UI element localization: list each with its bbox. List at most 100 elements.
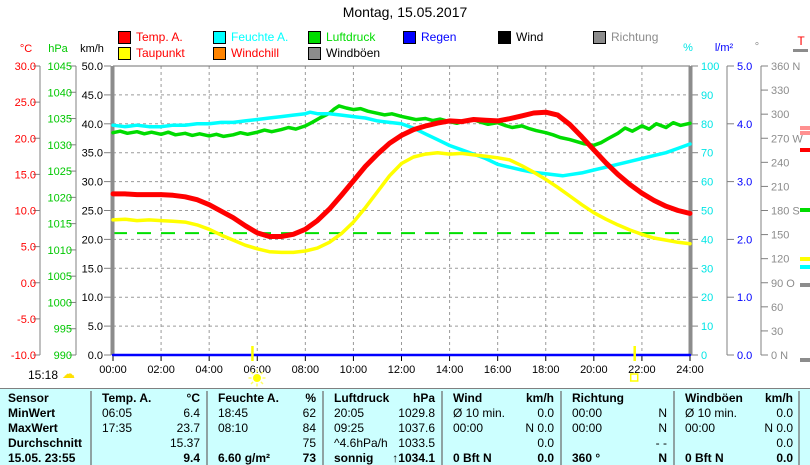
series-temp-a- bbox=[110, 109, 693, 239]
table-column-separator bbox=[322, 391, 324, 465]
axis-tick-label: 1005 bbox=[48, 271, 72, 283]
current-column-label: T bbox=[797, 34, 805, 48]
plot-left-border bbox=[110, 66, 115, 355]
table-cell-value: 62 bbox=[302, 406, 316, 420]
x-tick-label: 04:00 bbox=[195, 364, 223, 376]
axis-tick-label: 1.0 bbox=[737, 292, 752, 304]
axis-tick-label: 10.0 bbox=[15, 206, 36, 218]
sun-markers bbox=[248, 346, 639, 387]
legend-item-regen: Regen bbox=[403, 30, 498, 44]
axis-tick-label: 70 bbox=[701, 148, 713, 160]
x-axis: 00:0002:0004:0006:0008:0010:0012:0014:00… bbox=[99, 355, 704, 376]
table-column-separator bbox=[90, 391, 92, 465]
table-row-label: MaxWert bbox=[8, 421, 58, 435]
axis-tick-label: 0 bbox=[701, 350, 707, 362]
legend-label: Windchill bbox=[231, 46, 280, 60]
legend-item-temp-a-: Temp. A. bbox=[118, 30, 213, 44]
table-cell-value: 0.0 bbox=[537, 436, 554, 450]
table-cell-time: 06:05 bbox=[102, 406, 133, 420]
axis-tick-label: 30 bbox=[771, 326, 783, 338]
axis-tick-label: 180 S bbox=[771, 206, 800, 218]
legend-swatch bbox=[593, 30, 606, 44]
table-cell-value: 6.4 bbox=[183, 406, 200, 420]
axis-tick-label: 10 bbox=[701, 321, 713, 333]
axis-tick-label: 3.0 bbox=[737, 177, 752, 189]
axis-lm: 5.0 4.0 3.0 2.0 1.0 0.0 l/m² bbox=[715, 42, 752, 362]
legend-swatch bbox=[213, 46, 226, 60]
legend-swatch bbox=[403, 30, 416, 44]
table-cell-time: 08:10 bbox=[218, 421, 249, 435]
axis-hPa: 1045 1040 1035 1030 1025 1020 1015 1010 1005 1000… bbox=[48, 43, 77, 362]
sunrise-sun-icon bbox=[248, 369, 266, 387]
legend-item-feuchte-a-: Feuchte A. bbox=[213, 30, 308, 44]
axis-tick-label: 10.0 bbox=[82, 292, 103, 304]
legend-item-taupunkt: Taupunkt bbox=[118, 46, 213, 60]
table-cell-value: - - bbox=[655, 436, 667, 450]
axis-tick-label: 30.0 bbox=[15, 61, 36, 73]
table-header-name: Richtung bbox=[572, 391, 624, 405]
axis-tick-label: 360 N bbox=[771, 61, 800, 73]
axis-tick-label: 4.0 bbox=[737, 119, 752, 131]
legend-label: Regen bbox=[421, 30, 457, 44]
table-cell-time: ^4.6hPa/h bbox=[334, 436, 388, 450]
chart-legend-row-2: Taupunkt Windchill Windböen bbox=[118, 46, 403, 65]
table-cell-value: 1029.8 bbox=[398, 406, 435, 420]
table-cell-value: 0.0 bbox=[776, 451, 793, 465]
axis-tick-label: 1030 bbox=[48, 140, 72, 152]
axis-tick-label: 60 bbox=[771, 302, 783, 314]
table-cell-time: 00:00 bbox=[572, 421, 603, 435]
table-cell-value: 1037.6 bbox=[398, 421, 435, 435]
axis-tick-label: 5.0 bbox=[21, 242, 36, 254]
legend-label: Feuchte A. bbox=[231, 30, 289, 44]
series-taupunkt bbox=[111, 150, 692, 255]
axis-tick-label: 300 bbox=[771, 109, 789, 121]
axis-tick-label: 0.0 bbox=[21, 278, 36, 290]
axis-tick-label: 2.0 bbox=[737, 234, 752, 246]
axis-tick-label: 30.0 bbox=[82, 177, 103, 189]
axis-tick-label: 20.0 bbox=[15, 133, 36, 145]
table-cell-value: 0.0 bbox=[776, 436, 793, 450]
x-tick-label: 08:00 bbox=[292, 364, 320, 376]
axis-tick-label: 0 N bbox=[771, 350, 788, 362]
axis-unit-label: km/h bbox=[80, 43, 104, 55]
legend-swatch bbox=[308, 46, 321, 60]
legend-item-wind: Wind bbox=[498, 30, 593, 44]
table-row-label: Durchschnitt bbox=[8, 436, 83, 450]
legend-item-luftdruck: Luftdruck bbox=[308, 30, 403, 44]
table-header-unit: km/h bbox=[764, 391, 793, 405]
axis-tick-label: 20.0 bbox=[82, 234, 103, 246]
table-cell-value: N bbox=[658, 451, 667, 465]
status-time: 15:18 bbox=[28, 368, 59, 382]
table-cell-time: 6.60 g/m² bbox=[218, 451, 271, 465]
legend-label: Taupunkt bbox=[136, 46, 185, 60]
table-cell-time: 20:05 bbox=[334, 406, 365, 420]
axis-tick-label: 1020 bbox=[48, 192, 72, 204]
axis-tick-label: 25.0 bbox=[82, 206, 103, 218]
stats-table: Sensor MinWert MaxWert Durchschnitt 15.05. 2… bbox=[0, 388, 810, 465]
table-header-name: Feuchte A. bbox=[218, 391, 279, 405]
axis-tick-label: -10.0 bbox=[11, 350, 36, 362]
axis-tick-label: 60 bbox=[701, 177, 713, 189]
axis-tick-label: 120 bbox=[771, 254, 789, 266]
legend-item-windb-en: Windböen bbox=[308, 46, 403, 60]
table-cell-value: 84 bbox=[302, 421, 316, 435]
axis-tick-label: 20 bbox=[701, 292, 713, 304]
legend-swatch bbox=[213, 30, 226, 44]
table-header-name: Luftdruck bbox=[334, 391, 390, 405]
x-tick-label: 00:00 bbox=[99, 364, 127, 376]
table-cell-time: Ø 10 min. bbox=[453, 406, 506, 420]
axis-tick-label: 1000 bbox=[48, 297, 72, 309]
legend-swatch bbox=[118, 46, 131, 60]
axis-tick-label: 35.0 bbox=[82, 148, 103, 160]
chart-legend-row-1: Temp. A. Feuchte A. Luftdruck Regen Wind Rich… bbox=[118, 30, 688, 49]
x-tick-label: 10:00 bbox=[340, 364, 368, 376]
axis-tick-label: 240 bbox=[771, 157, 789, 169]
axis-tick-label: 0.0 bbox=[88, 350, 103, 362]
current-values-column: T bbox=[793, 34, 810, 448]
axis-tick-label: 25.0 bbox=[15, 97, 36, 109]
axis-tick-label: 1025 bbox=[48, 166, 72, 178]
cloud-icon: ☁ bbox=[62, 366, 75, 381]
table-cell-time: 09:25 bbox=[334, 421, 365, 435]
sunset-square-icon bbox=[629, 373, 639, 382]
